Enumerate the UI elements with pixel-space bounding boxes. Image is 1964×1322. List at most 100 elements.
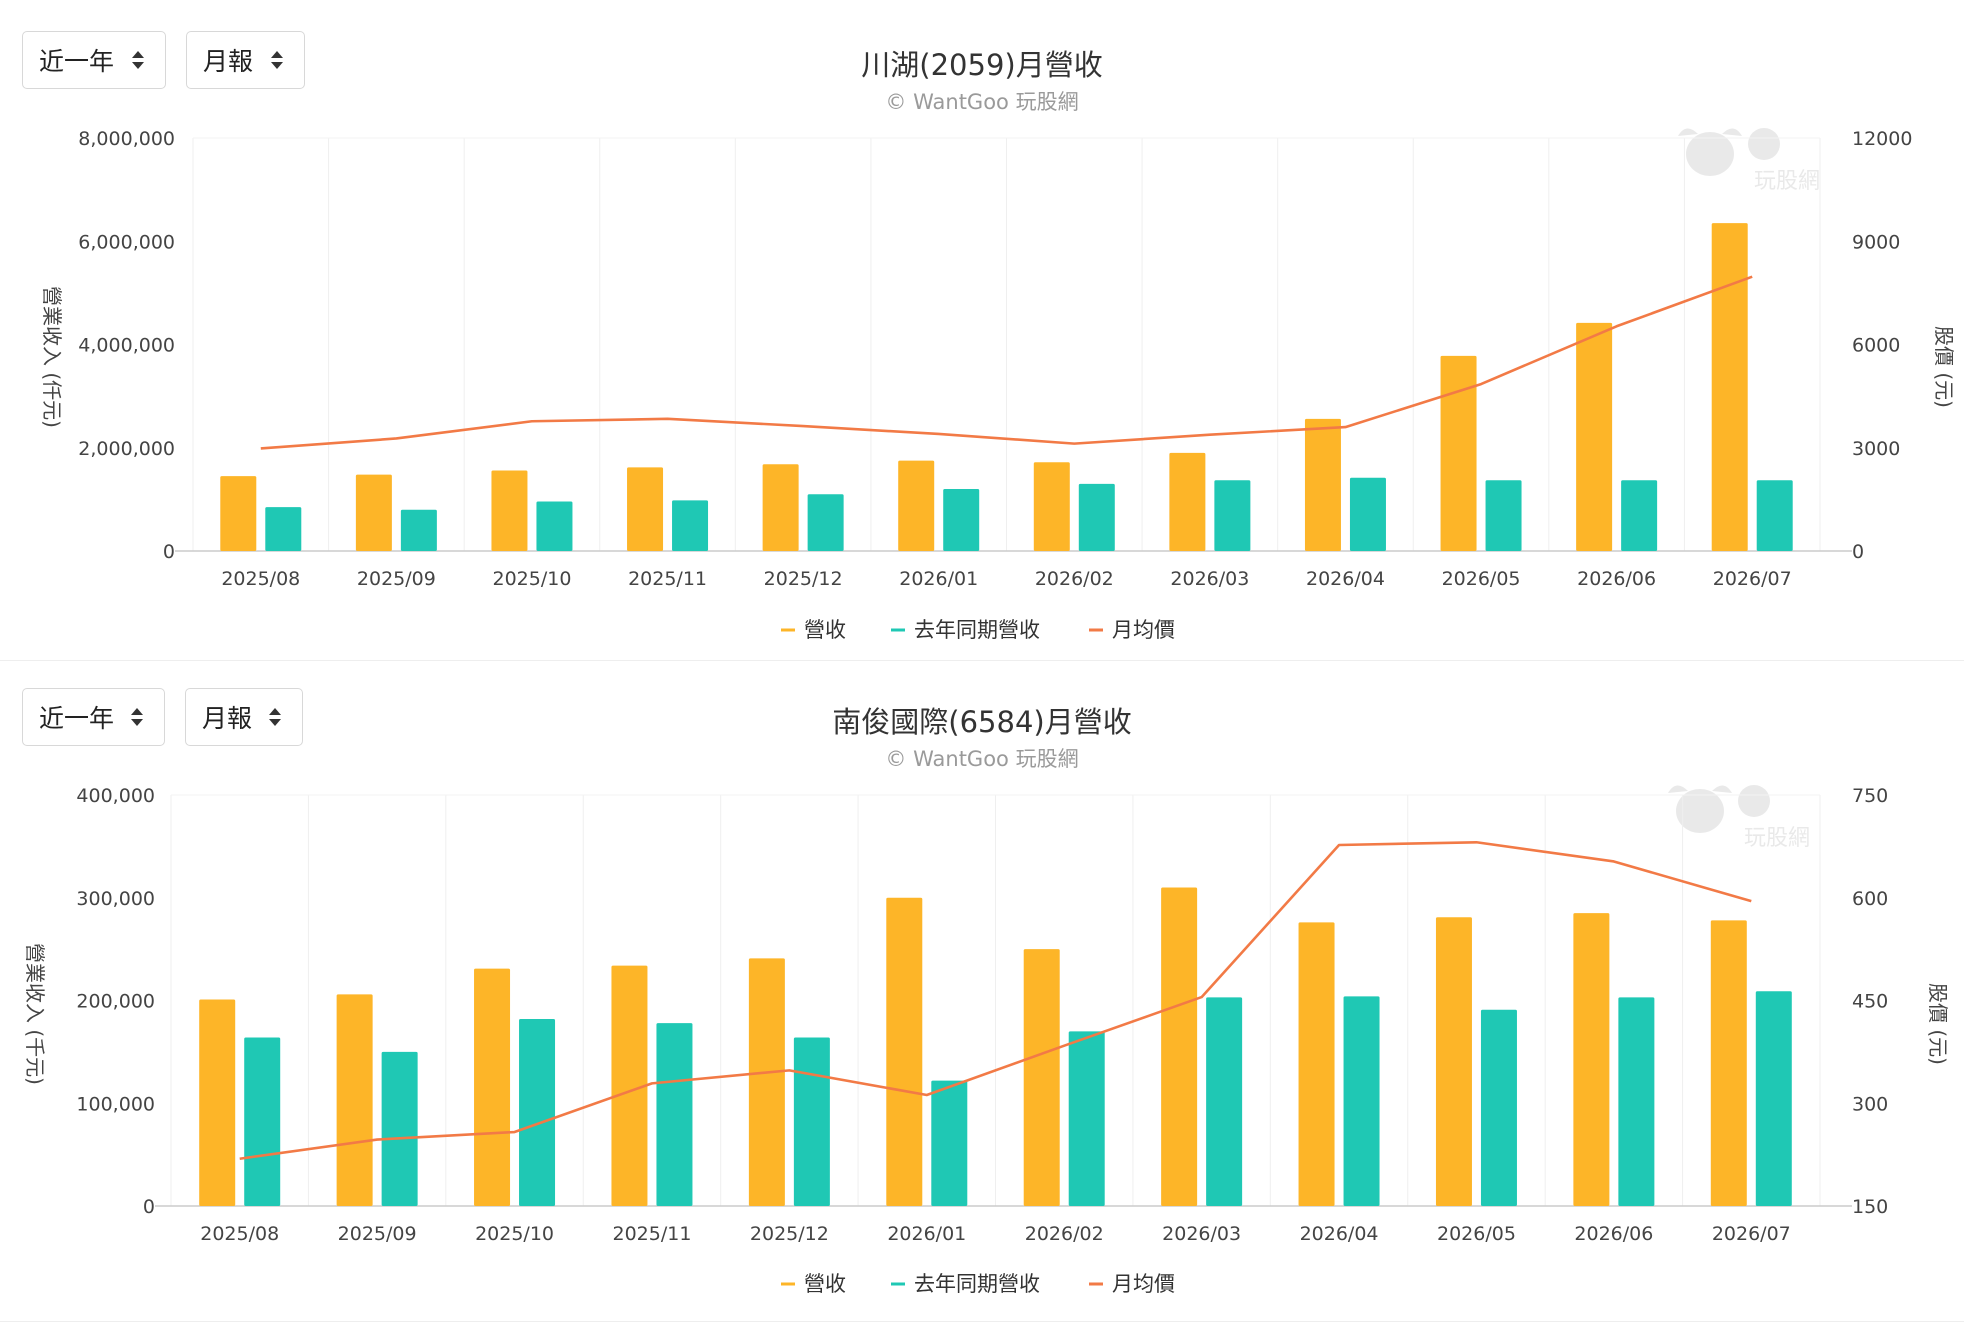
chart-panel-2: 近一年 月報 南俊國際(6584)月營收 © WantGoo 玩股網 玩股網 0…	[0, 661, 1964, 1322]
y2-axis-title: 股價 (元)	[1926, 983, 1950, 1065]
chart-subtitle: © WantGoo 玩股網	[885, 90, 1079, 114]
bar-last-year-revenue	[931, 1080, 968, 1206]
bar-revenue	[1710, 920, 1747, 1206]
x-tick-label: 2026/07	[1712, 1223, 1791, 1245]
bar-last-year-revenue	[265, 507, 302, 551]
bar-revenue	[1033, 462, 1070, 551]
y-tick-label: 400,000	[76, 785, 155, 807]
y2-tick-label: 3000	[1852, 438, 1900, 460]
x-tick-label: 2026/02	[1025, 1223, 1104, 1245]
x-tick-label: 2026/01	[899, 568, 978, 590]
chart-canvas: 0 100,000 200,000 300,000 400,000 150 300 450 60…	[23, 785, 1950, 1296]
x-tick-label: 2025/11	[612, 1223, 691, 1245]
bar-last-year-revenue	[1206, 997, 1243, 1206]
y2-tick-label: 0	[1852, 541, 1864, 563]
sort-arrows-icon	[130, 707, 144, 727]
bar-revenue	[199, 999, 236, 1206]
bar-revenue	[1161, 887, 1198, 1206]
x-tick-label: 2026/03	[1162, 1223, 1241, 1245]
legend-label: 營收	[804, 1272, 846, 1296]
x-tick-label: 2025/10	[492, 568, 571, 590]
x-tick-label: 2025/09	[357, 568, 436, 590]
bar-revenue	[220, 476, 257, 551]
y2-tick-label: 450	[1852, 991, 1888, 1013]
bar-last-year-revenue	[1480, 1009, 1517, 1206]
x-tick-label: 2025/11	[628, 568, 707, 590]
x-tick-label: 2026/02	[1035, 568, 1114, 590]
bar-revenue	[898, 460, 935, 551]
y-tick-label: 200,000	[76, 991, 155, 1013]
bar-revenue	[886, 897, 923, 1206]
bar-last-year-revenue	[1214, 480, 1251, 551]
wantgoo-logo-icon: 玩股網	[1678, 128, 1820, 194]
x-tick-label: 2026/06	[1577, 568, 1656, 590]
report-type-select[interactable]: 月報	[185, 688, 303, 746]
sort-arrows-icon	[270, 50, 284, 70]
bar-revenue	[611, 965, 648, 1206]
bar-last-year-revenue	[807, 494, 844, 551]
bar-revenue	[1304, 418, 1341, 551]
x-tick-label: 2025/08	[200, 1223, 279, 1245]
bar-revenue	[1711, 223, 1748, 551]
legend-label: 去年同期營收	[914, 618, 1040, 642]
x-tick-label: 2026/07	[1713, 568, 1792, 590]
bar-last-year-revenue	[536, 501, 573, 551]
line-avg-price	[239, 840, 1752, 1161]
period-select[interactable]: 近一年	[22, 688, 165, 746]
y-tick-label: 4,000,000	[78, 335, 175, 357]
x-tick-label: 2026/01	[887, 1223, 966, 1245]
report-type-select-label: 月報	[203, 47, 254, 76]
bar-last-year-revenue	[1755, 991, 1792, 1206]
x-tick-label: 2026/05	[1437, 1223, 1516, 1245]
bar-revenue	[627, 467, 664, 551]
bar-last-year-revenue	[672, 500, 709, 551]
chart-canvas: 0 2,000,000 4,000,000 6,000,000 8,000,000 0 30…	[40, 128, 1956, 642]
y-tick-label: 300,000	[76, 888, 155, 910]
x-tick-label: 2026/06	[1574, 1223, 1653, 1245]
bar-revenue	[1298, 922, 1335, 1206]
y2-axis-title: 股價 (元)	[1932, 326, 1956, 408]
x-tick-label: 2026/04	[1306, 568, 1385, 590]
y2-tick-label: 600	[1852, 888, 1888, 910]
y-tick-label: 100,000	[76, 1093, 155, 1115]
y2-tick-label: 750	[1852, 785, 1888, 807]
report-type-select[interactable]: 月報	[186, 31, 305, 89]
bar-revenue	[1435, 917, 1472, 1206]
bar-revenue	[748, 958, 785, 1206]
y2-tick-label: 150	[1852, 1196, 1888, 1218]
bar-last-year-revenue	[793, 1037, 830, 1206]
bar-last-year-revenue	[1756, 480, 1793, 551]
bar-revenue	[1169, 452, 1206, 551]
bar-last-year-revenue	[400, 509, 437, 551]
bar-revenue	[762, 464, 799, 551]
period-select[interactable]: 近一年	[22, 31, 166, 89]
y-tick-label: 6,000,000	[78, 231, 175, 253]
bar-last-year-revenue	[1618, 997, 1655, 1206]
legend-label: 月均價	[1112, 618, 1175, 642]
chart-title: 川湖(2059)月營收	[861, 48, 1103, 82]
bar-last-year-revenue	[1343, 996, 1380, 1206]
legend-label: 營收	[804, 618, 846, 642]
y2-tick-label: 12000	[1852, 128, 1912, 150]
bar-last-year-revenue	[519, 1018, 556, 1206]
y2-tick-label: 300	[1852, 1093, 1888, 1115]
period-select-label: 近一年	[39, 47, 115, 76]
sort-arrows-icon	[131, 50, 145, 70]
bar-last-year-revenue	[1621, 480, 1658, 551]
y-tick-label: 0	[163, 541, 175, 563]
bar-last-year-revenue	[1068, 1031, 1105, 1206]
y2-tick-label: 9000	[1852, 231, 1900, 253]
bar-last-year-revenue	[656, 1023, 693, 1206]
chart-panel-1: 近一年 月報 川湖(2059)月營收 © WantGoo 玩股網 玩股網 0 2,…	[0, 31, 1964, 661]
bar-revenue	[1023, 949, 1060, 1206]
bar-revenue	[355, 474, 392, 551]
chart-subtitle: © WantGoo 玩股網	[885, 747, 1079, 771]
bar-revenue	[474, 968, 511, 1206]
chart-title: 南俊國際(6584)月營收	[832, 705, 1132, 739]
bar-last-year-revenue	[244, 1037, 281, 1206]
bar-last-year-revenue	[1349, 477, 1386, 551]
x-tick-label: 2026/04	[1300, 1223, 1379, 1245]
watermark-text: 玩股網	[1754, 169, 1820, 194]
y-tick-label: 0	[143, 1196, 155, 1218]
x-tick-label: 2026/03	[1170, 568, 1249, 590]
